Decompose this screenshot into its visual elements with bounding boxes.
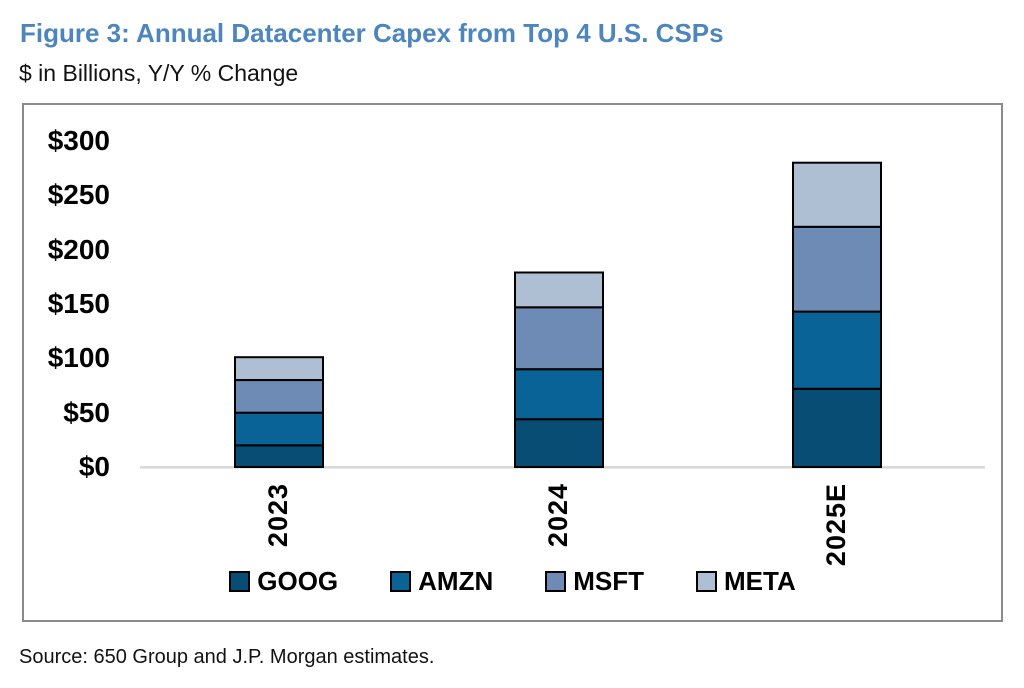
y-tick-label: $300 [47,125,110,156]
x-tick-label-2025e: 2025E [821,483,851,567]
legend-label-meta: META [724,566,796,596]
y-tick-label: $0 [78,451,110,482]
y-tick-label: $250 [47,179,110,211]
chart-area: $300 $250 $200 $150 $100 $50 $0 2023 2024 2025E … [22,103,1003,622]
y-tick-label: $100 [47,342,110,374]
bar-segment-msft-2023 [234,379,324,414]
bar-segment-goog-2025E [792,387,882,468]
bar-segment-goog-2023 [234,444,324,468]
bar-segment-msft-2025E [792,225,882,313]
legend-item-amzn: AMZN [390,568,493,594]
legend-swatch-msft [545,570,567,592]
bar-segment-meta-2023 [234,356,324,381]
bar-segment-msft-2024 [514,306,604,371]
legend-swatch-meta [696,570,718,592]
legend-swatch-goog [229,570,251,592]
bar-segment-meta-2024 [514,271,604,309]
legend-label-amzn: AMZN [418,566,494,596]
figure-title: Figure 3: Annual Datacenter Capex from T… [20,18,724,48]
legend-swatch-amzn [390,570,412,592]
legend: GOOG AMZN MSFT META [24,568,1001,594]
bar-segment-amzn-2025E [792,310,882,390]
x-tick-label-2023: 2023 [263,483,293,548]
legend-item-goog: GOOG [229,568,338,594]
y-tick-label: $200 [47,233,110,265]
y-tick-label: $50 [63,396,110,428]
x-tick-label-2024: 2024 [543,483,573,548]
legend-item-msft: MSFT [545,568,644,594]
bar-segment-goog-2024 [514,418,604,469]
plot-svg [140,161,985,469]
figure-source: Source: 650 Group and J.P. Morgan estima… [19,646,435,668]
legend-label-goog: GOOG [257,566,339,596]
bar-segment-amzn-2024 [514,368,604,421]
bar-segment-amzn-2023 [234,411,324,447]
figure-subtitle: $ in Billions, Y/Y % Change [19,60,299,86]
legend-item-meta: META [696,568,796,594]
bar-segment-meta-2025E [792,161,882,228]
y-tick-label: $150 [47,288,110,319]
legend-label-msft: MSFT [573,566,645,596]
